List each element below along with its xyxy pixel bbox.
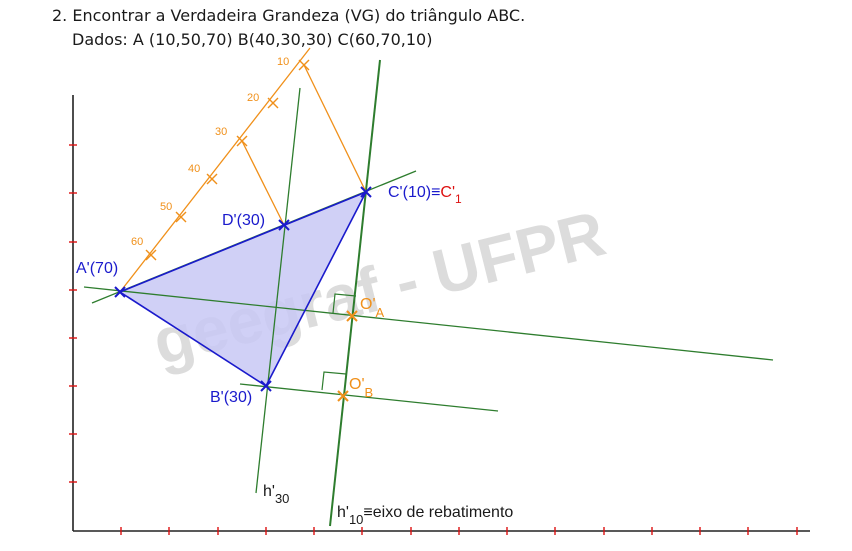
triangle-abc bbox=[120, 192, 366, 386]
edge-bc bbox=[265, 191, 367, 387]
h10-axis-line bbox=[329, 59, 381, 527]
orange-labels: O'A O'B bbox=[349, 296, 385, 400]
tick-label-60: 60 bbox=[131, 236, 143, 248]
point-d-marker bbox=[278, 219, 290, 231]
triangle-edges bbox=[119, 191, 367, 387]
label-d: D'(30) bbox=[222, 212, 265, 229]
label-c: C'(10)≡C'1 bbox=[388, 184, 462, 206]
tick-label-20: 20 bbox=[247, 92, 259, 104]
green-labels: h'30 h'10≡eixo de rebatimento bbox=[263, 483, 513, 527]
scale-tick-marks bbox=[145, 59, 310, 261]
point-b-marker bbox=[260, 380, 272, 392]
label-c1-sub: 1 bbox=[455, 192, 462, 206]
label-a: A'(70) bbox=[76, 260, 118, 277]
axis-ticks bbox=[69, 144, 798, 535]
label-ob: O'B bbox=[349, 376, 373, 400]
right-angle-markers bbox=[321, 293, 357, 391]
axes bbox=[72, 95, 810, 532]
perpendicular-b bbox=[239, 383, 499, 412]
orange-construction bbox=[119, 47, 367, 293]
perpendicular-a bbox=[83, 286, 774, 361]
blue-point-markers bbox=[114, 186, 372, 392]
point-ob-marker bbox=[337, 390, 349, 402]
edge-ac bbox=[119, 191, 367, 293]
orange-point-markers bbox=[337, 310, 358, 402]
tick-label-30: 30 bbox=[215, 126, 227, 138]
point-c-marker bbox=[360, 186, 372, 198]
label-c1: C' bbox=[440, 184, 455, 201]
exercise-title: 2. Encontrar a Verdadeira Grandeza (VG) … bbox=[52, 6, 526, 25]
proj-30-d bbox=[241, 140, 285, 226]
tick-label-50: 50 bbox=[160, 201, 172, 213]
edge-ab bbox=[119, 291, 267, 387]
label-oa: O'A bbox=[360, 296, 385, 320]
label-h10: h'10≡eixo de rebatimento bbox=[337, 504, 513, 527]
tick-label-10: 10 bbox=[277, 56, 289, 68]
h30-line bbox=[255, 87, 301, 494]
scale-line bbox=[119, 47, 311, 293]
label-b: B'(30) bbox=[210, 389, 252, 406]
tick-label-40: 40 bbox=[188, 163, 200, 175]
label-h30: h'30 bbox=[263, 483, 289, 506]
scale-tick-labels: 10 20 30 40 50 60 bbox=[131, 56, 289, 248]
given-data: Dados: A (10,50,70) B(40,30,30) C(60,70,… bbox=[72, 30, 433, 49]
blue-labels: A'(70) B'(30) D'(30) C'(10)≡C'1 bbox=[76, 184, 462, 406]
point-oa-marker bbox=[346, 310, 358, 322]
label-c-main: C'(10)≡ bbox=[388, 184, 440, 201]
proj-10-c bbox=[303, 64, 367, 193]
point-a-marker bbox=[114, 286, 126, 298]
